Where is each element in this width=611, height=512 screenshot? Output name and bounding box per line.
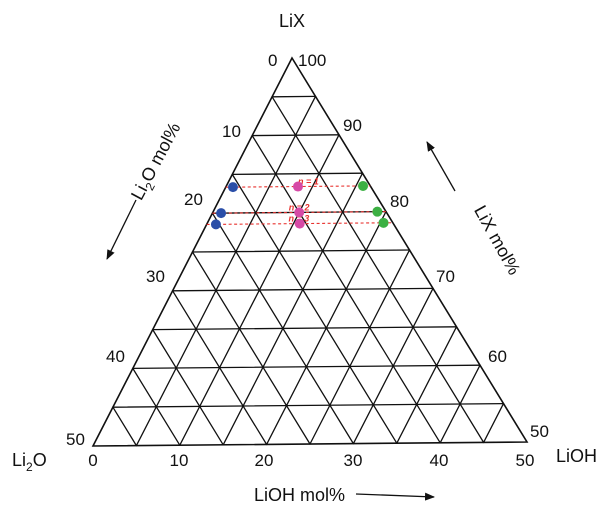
grid-line-horizontal [171, 287, 434, 292]
composition-point-blue [216, 208, 227, 219]
composition-point-blue [227, 182, 238, 193]
composition-point-magenta [294, 207, 305, 218]
grid-line-horizontal [152, 326, 458, 331]
grid-line-parallel-left [135, 95, 317, 447]
corner-label-left: Li2O [12, 450, 47, 474]
composition-guide-line [212, 211, 387, 214]
composition-point-magenta [294, 218, 305, 229]
grid-line-parallel-left [222, 172, 364, 446]
tick-bottom-10: 10 [170, 451, 189, 470]
tick-bottom-30: 30 [344, 451, 363, 470]
grid-line-horizontal [132, 364, 481, 370]
corner-label-right: LiOH [556, 446, 597, 466]
grid-line-parallel-right [191, 251, 311, 445]
grid-line-parallel-right [271, 96, 485, 444]
composition-label: n = 1 [298, 177, 319, 187]
composition-point-green [372, 206, 383, 217]
tick-right-60: 60 [488, 347, 507, 366]
axis-title-left: Li2O mol% [127, 119, 188, 205]
grid-line-horizontal [251, 134, 340, 137]
tick-left-10: 10 [222, 122, 241, 141]
grid-line-parallel-left [482, 402, 505, 444]
composition-guide-line [206, 222, 393, 225]
tick-left-0: 0 [268, 51, 277, 70]
composition-point-magenta [292, 181, 303, 192]
tick-right-90: 90 [343, 116, 362, 135]
composition-points [210, 180, 389, 230]
tick-bottom-0: 0 [88, 451, 97, 470]
tick-right-50: 50 [530, 422, 549, 441]
tick-right-80: 80 [390, 192, 409, 211]
triangle-outline [91, 56, 529, 447]
tick-labels: 0 10 20 30 40 50 100 90 80 70 60 50 0 10… [66, 51, 549, 470]
grid-line-parallel-left [396, 326, 458, 444]
grid-line-horizontal [112, 402, 505, 408]
grid-line-parallel-right [231, 173, 398, 444]
tick-left-20: 20 [184, 190, 203, 209]
tick-left-40: 40 [106, 347, 125, 366]
composition-point-green [378, 217, 389, 228]
axis-title-bottom: LiOH mol% [254, 485, 345, 505]
composition-point-blue [210, 219, 221, 230]
grid-line-parallel-left [309, 249, 411, 445]
arrow-right-axis [426, 141, 456, 192]
tick-right-70: 70 [436, 267, 455, 286]
tick-left-30: 30 [146, 267, 165, 286]
tick-left-50: 50 [66, 430, 85, 449]
tick-bottom-20: 20 [255, 451, 274, 470]
triangle-grid [91, 56, 529, 447]
tick-bottom-40: 40 [430, 451, 449, 470]
arrow-bottom-axis [355, 492, 435, 501]
grid-line-horizontal [191, 249, 411, 253]
composition-point-green [358, 180, 369, 191]
corner-label-top: LiX [279, 11, 305, 31]
grid-line-horizontal [231, 172, 364, 176]
grid-line-parallel-right [112, 406, 138, 447]
axis-title-right: LiX mol% [470, 202, 524, 278]
tick-bottom-50: 50 [516, 451, 535, 470]
grid-line-parallel-right [152, 328, 224, 446]
arrow-left-axis [106, 199, 137, 260]
tick-right-100: 100 [298, 51, 326, 70]
